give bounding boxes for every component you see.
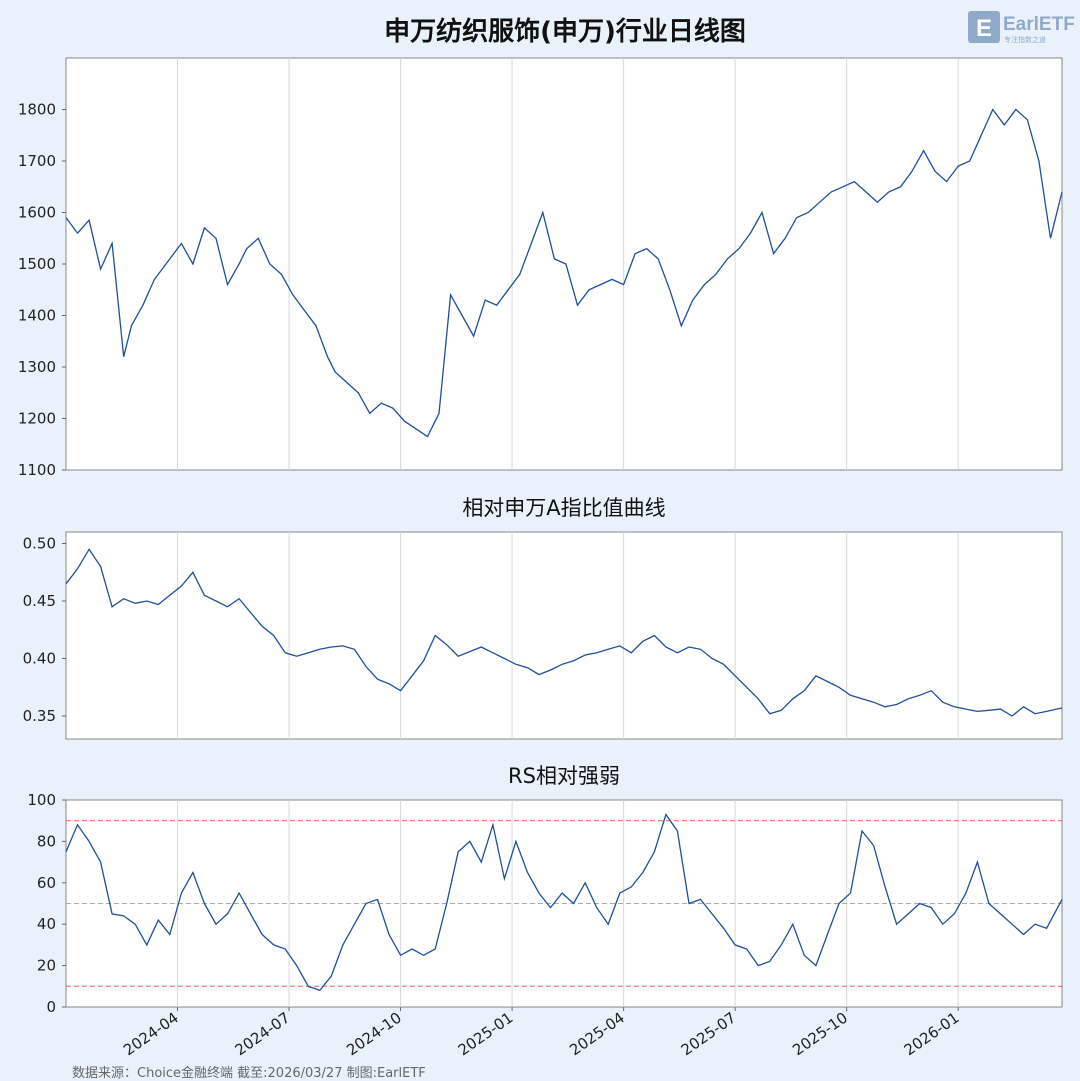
x-tick-label-2: 2024-10 [343, 1009, 405, 1060]
y-tick-label-2: 1300 [18, 358, 56, 376]
x-tick-label-4: 2025-04 [566, 1009, 628, 1060]
y-tick-label-1: 20 [37, 957, 56, 975]
price-vgrid [177, 58, 959, 470]
y-tick-label-0: 1100 [18, 461, 56, 479]
logo-mark-icon [968, 11, 1000, 43]
y-tick-label-4: 80 [37, 832, 56, 850]
y-tick-label-5: 100 [27, 791, 56, 809]
y-tick-label-3: 1400 [18, 307, 56, 325]
y-tick-label-2: 40 [37, 915, 56, 933]
rs-chart-title: RS相对强弱 [508, 764, 620, 788]
x-tick-label-3: 2025-01 [455, 1009, 517, 1060]
y-tick-label-1: 0.40 [23, 650, 56, 668]
rs-series-line [65, 813, 1063, 992]
footer-source: 数据来源：Choice金融终端 截至:2026/03/27 制图:EarlETF [72, 1066, 426, 1081]
y-tick-label-5: 1600 [18, 204, 56, 222]
logo-brand-text: EarlETF [1003, 14, 1075, 35]
y-tick-label-0: 0 [46, 998, 56, 1016]
ratio-y-ticks: 0.35 0.40 0.45 0.50 [23, 535, 66, 725]
x-tick-label-5: 2025-07 [678, 1009, 740, 1060]
price-plot-area [65, 57, 1063, 471]
x-tick-label-7: 2026-01 [901, 1009, 963, 1060]
svg-text:E: E [976, 15, 992, 42]
y-tick-label-1: 1200 [18, 410, 56, 428]
earletf-logo: E EarlETF 专注指数之道 [968, 11, 1075, 44]
y-tick-label-2: 0.45 [23, 592, 56, 610]
x-tick-label-0: 2024-04 [120, 1009, 182, 1060]
price-y-ticks: 1100 1200 1300 1400 1500 1600 1700 1800 [18, 101, 66, 479]
logo-tagline-text: 专注指数之道 [1004, 35, 1046, 44]
price-series-line [65, 108, 1063, 438]
y-tick-label-3: 60 [37, 874, 56, 892]
ratio-series-line [65, 548, 1063, 717]
x-tick-label-1: 2024-07 [232, 1009, 294, 1060]
x-tick-label-6: 2025-10 [789, 1009, 851, 1060]
rs-reference-lines [66, 820, 1062, 987]
y-tick-label-3: 0.50 [23, 535, 56, 553]
y-tick-label-7: 1800 [18, 101, 56, 119]
ratio-plot-area [65, 531, 1063, 740]
ratio-vgrid [177, 532, 959, 739]
y-tick-label-4: 1500 [18, 255, 56, 273]
ratio-chart-title: 相对申万A指比值曲线 [462, 496, 665, 520]
rs-y-ticks: 0 20 40 60 80 100 [27, 791, 66, 1016]
x-tick-labels: 2024-04 2024-07 2024-10 2025-01 2025-04 2025-… [120, 1007, 962, 1059]
y-tick-label-0: 0.35 [23, 707, 56, 725]
y-tick-label-6: 1700 [18, 152, 56, 170]
main-chart-title: 申万纺织服饰(申万)行业日线图 [384, 16, 746, 47]
